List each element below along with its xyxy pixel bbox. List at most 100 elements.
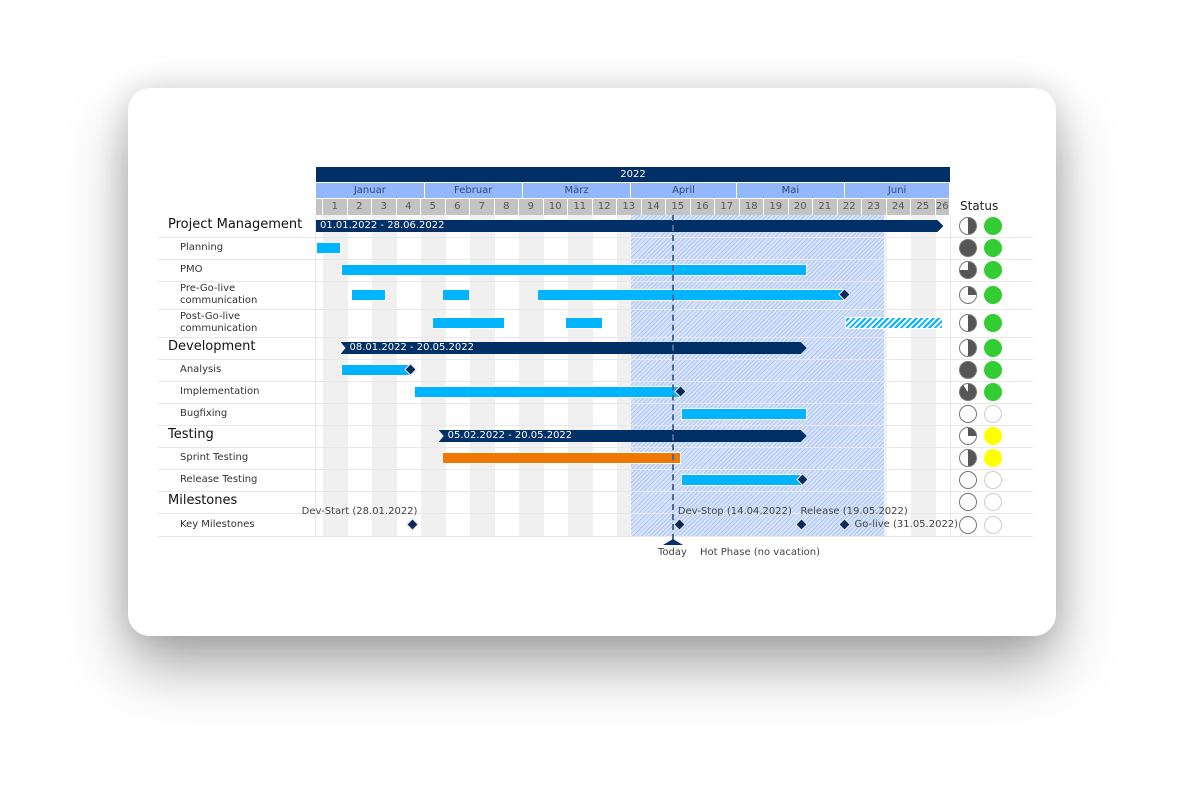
week-header: 9: [519, 199, 544, 215]
row-divider: [158, 381, 1033, 382]
task-bar: [680, 408, 807, 420]
task-bar: [442, 289, 471, 301]
status-light-icon: [984, 361, 1002, 379]
row-divider: [158, 491, 1033, 492]
task-label: Planning: [180, 242, 224, 253]
status-light-icon: [984, 449, 1002, 467]
row-divider: [158, 259, 1033, 260]
progress-pie-icon: [959, 314, 977, 332]
month-header: Februar: [424, 183, 523, 198]
status-light-icon: [984, 383, 1002, 401]
week-header: 3: [372, 199, 397, 215]
week-header: 12: [592, 199, 617, 215]
task-bar: [431, 317, 506, 329]
week-header: 14: [641, 199, 666, 215]
week-header: 15: [666, 199, 691, 215]
status-light-icon: [984, 493, 1002, 511]
year-header: 2022: [316, 167, 950, 182]
week-header: 21: [813, 199, 838, 215]
progress-pie-icon: [959, 383, 977, 401]
task-bar: [414, 386, 681, 398]
summary-bar: 08.01.2022 - 20.05.2022: [341, 342, 807, 354]
progress-pie-icon: [959, 493, 977, 511]
week-header: 1: [323, 199, 348, 215]
progress-pie-icon: [959, 471, 977, 489]
progress-pie-icon: [959, 449, 977, 467]
week-header: 2: [347, 199, 372, 215]
status-light-icon: [984, 286, 1002, 304]
task-label: Sprint Testing: [180, 452, 249, 463]
today-line: [671, 215, 674, 540]
milestone-label: Dev-Stop (14.04.2022): [677, 505, 792, 517]
today-label: Today: [658, 547, 687, 558]
task-label: Release Testing: [180, 474, 258, 485]
task-bar: [442, 452, 681, 464]
progress-pie-icon: [959, 261, 977, 279]
row-divider: [158, 447, 1033, 448]
milestone-label: Go-live (31.05.2022): [854, 518, 959, 530]
progress-pie-icon: [959, 361, 977, 379]
status-light-icon: [984, 217, 1002, 235]
week-header: 7: [470, 199, 495, 215]
row-divider: [158, 237, 1033, 238]
today-marker-icon: [662, 539, 683, 545]
task-bar: [316, 242, 341, 254]
progress-pie-icon: [959, 339, 977, 357]
task-bar: [845, 317, 944, 329]
week-header: 4: [396, 199, 421, 215]
row-divider: [158, 513, 1033, 514]
task-label: Implementation: [180, 386, 260, 397]
progress-pie-icon: [959, 286, 977, 304]
row-divider: [158, 359, 1033, 360]
group-label: Project Management: [168, 217, 303, 232]
week-header: 10: [543, 199, 568, 215]
week-header: 5: [421, 199, 446, 215]
task-bar: [340, 264, 807, 276]
week-header: 26: [935, 199, 950, 215]
task-label: Post-Go-live communication: [180, 311, 258, 334]
month-header: April: [631, 183, 737, 198]
week-header-partial: [316, 199, 323, 215]
row-divider: [158, 403, 1033, 404]
task-label: Bugfixing: [180, 408, 228, 419]
status-light-icon: [984, 515, 1002, 534]
week-header: 19: [764, 199, 789, 215]
progress-pie-icon: [959, 405, 977, 423]
week-header: 22: [837, 199, 862, 215]
progress-pie-icon: [959, 515, 977, 534]
week-header: 11: [568, 199, 593, 215]
row-divider: [158, 281, 1033, 282]
row-divider: [158, 425, 1033, 426]
row-divider: [158, 536, 1033, 537]
week-header: 20: [788, 199, 813, 215]
task-bar: [340, 364, 411, 376]
week-header: 17: [715, 199, 740, 215]
week-header: 24: [886, 199, 911, 215]
task-label: PMO: [180, 264, 203, 275]
week-header: 16: [690, 199, 715, 215]
milestone-diamond-icon: [406, 517, 420, 531]
task-bar: [564, 317, 604, 329]
week-header: 25: [911, 199, 936, 215]
row-divider: [158, 309, 1033, 310]
status-light-icon: [984, 239, 1002, 257]
milestone-label: Release (19.05.2022): [800, 505, 908, 517]
month-header: Januar: [316, 183, 425, 198]
week-header: 6: [445, 199, 470, 215]
hot-phase-label: Hot Phase (no vacation): [700, 547, 821, 558]
status-header: Status: [960, 199, 999, 213]
group-label: Testing: [168, 427, 214, 442]
week-column: [911, 215, 936, 536]
status-light-icon: [984, 405, 1002, 423]
task-label: Pre-Go-live communication: [180, 283, 258, 306]
group-label: Development: [168, 339, 256, 354]
month-header: Mai: [736, 183, 846, 198]
task-bar: [536, 289, 846, 301]
status-light-icon: [984, 339, 1002, 357]
week-header: 18: [739, 199, 764, 215]
label-divider: [315, 215, 316, 536]
status-light-icon: [984, 261, 1002, 279]
week-header: 23: [862, 199, 887, 215]
milestone-label: Dev-Start (28.01.2022): [301, 505, 418, 517]
